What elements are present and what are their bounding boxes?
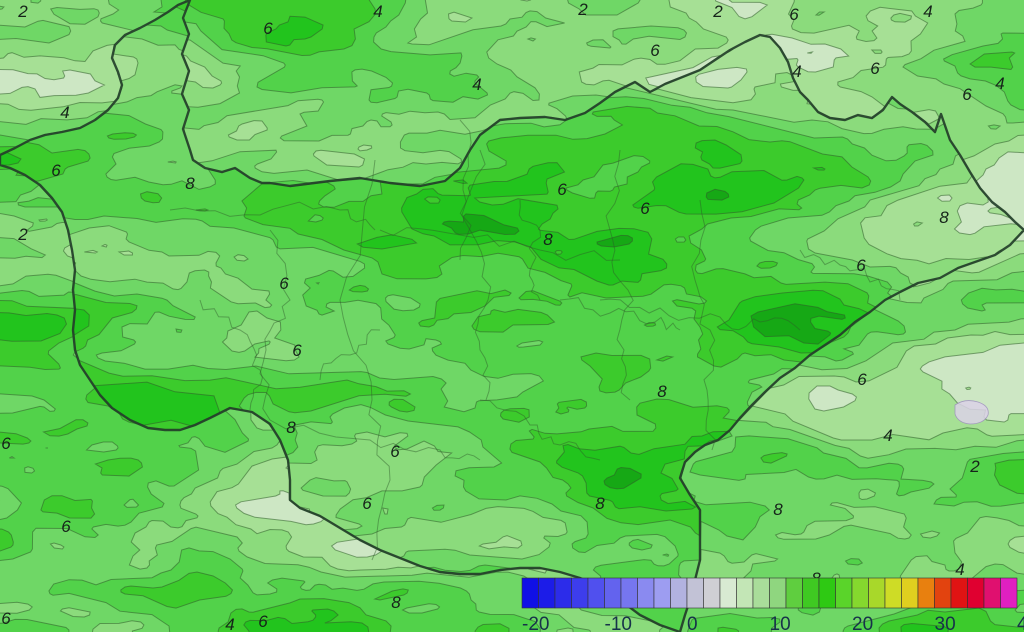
- svg-text:6: 6: [856, 256, 866, 275]
- svg-text:2: 2: [712, 2, 723, 21]
- svg-text:4: 4: [225, 615, 234, 632]
- svg-text:-10: -10: [605, 614, 632, 632]
- svg-text:2: 2: [17, 2, 28, 21]
- svg-text:8: 8: [391, 593, 401, 612]
- svg-text:4: 4: [923, 2, 932, 21]
- svg-text:4: 4: [995, 74, 1004, 93]
- svg-text:30: 30: [935, 614, 956, 632]
- svg-text:6: 6: [390, 442, 400, 461]
- svg-text:4: 4: [883, 426, 892, 445]
- svg-text:4: 4: [955, 560, 964, 579]
- svg-text:4: 4: [60, 103, 69, 122]
- svg-text:6: 6: [870, 59, 880, 78]
- svg-text:6: 6: [279, 274, 289, 293]
- svg-text:8: 8: [286, 418, 296, 437]
- svg-text:40: 40: [1017, 614, 1024, 632]
- svg-text:6: 6: [362, 494, 372, 513]
- svg-text:8: 8: [939, 208, 949, 227]
- svg-text:6: 6: [650, 41, 660, 60]
- svg-text:4: 4: [792, 62, 801, 81]
- svg-text:4: 4: [373, 2, 382, 21]
- svg-text:6: 6: [640, 199, 650, 218]
- svg-text:0: 0: [687, 614, 698, 632]
- svg-text:8: 8: [657, 382, 667, 401]
- svg-text:2: 2: [17, 225, 28, 244]
- svg-text:6: 6: [857, 370, 867, 389]
- svg-text:-20: -20: [522, 614, 549, 632]
- svg-text:6: 6: [557, 180, 567, 199]
- svg-text:4: 4: [472, 75, 481, 94]
- svg-text:10: 10: [770, 614, 791, 632]
- svg-text:6: 6: [258, 612, 268, 631]
- svg-text:6: 6: [263, 19, 273, 38]
- svg-text:8: 8: [595, 494, 605, 513]
- svg-text:20: 20: [852, 614, 873, 632]
- svg-text:6: 6: [1, 434, 11, 453]
- svg-text:6: 6: [61, 517, 71, 536]
- svg-text:8: 8: [543, 230, 553, 249]
- svg-text:6: 6: [962, 85, 972, 104]
- svg-text:6: 6: [51, 161, 61, 180]
- svg-text:6: 6: [1, 609, 11, 628]
- svg-text:6: 6: [292, 341, 302, 360]
- svg-text:6: 6: [789, 5, 799, 24]
- svg-text:8: 8: [185, 174, 195, 193]
- svg-text:8: 8: [773, 500, 783, 519]
- svg-text:2: 2: [577, 0, 588, 19]
- svg-text:2: 2: [969, 457, 980, 476]
